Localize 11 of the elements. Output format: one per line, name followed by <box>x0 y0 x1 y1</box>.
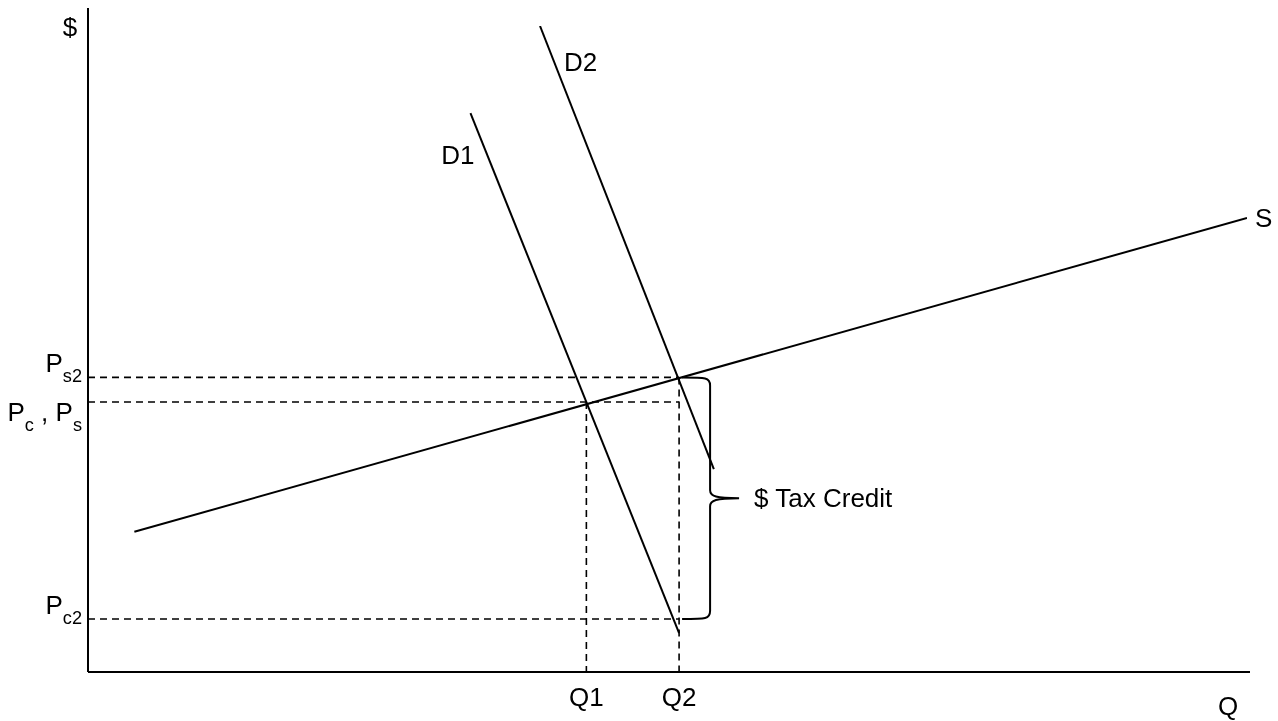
text: P$_{s2}$ <box>45 348 82 387</box>
series-label: D1 <box>441 140 475 171</box>
y-axis-title: $ <box>62 12 78 43</box>
x-tick-label: Q1 <box>569 682 604 712</box>
annotation: $ Tax Credit <box>754 483 894 514</box>
x-tick-label: Q2 <box>661 682 697 712</box>
series-label: D2 <box>564 47 598 78</box>
x-axis-title: Q <box>1217 691 1239 721</box>
series-label: S <box>1255 202 1273 233</box>
text: P$_{c}$ , P$_{s}$ <box>7 396 82 435</box>
text: P$_{c2}$ <box>45 590 82 629</box>
